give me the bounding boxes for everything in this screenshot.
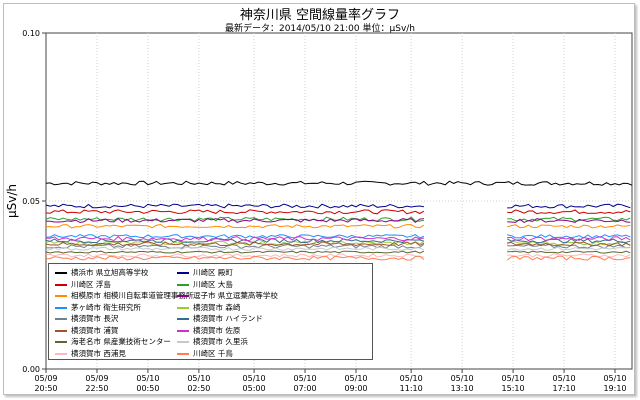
series-line-12: [45, 250, 425, 254]
legend-label: 横須賀市 浦賀: [71, 325, 119, 335]
series-line-9: [45, 238, 425, 244]
legend-swatch: [177, 272, 189, 274]
x-tick-label-date: 05/10: [243, 374, 266, 383]
legend-label: 川崎区 千鳥: [193, 348, 233, 358]
legend-swatch: [55, 283, 67, 286]
legend-label: 横須賀市 ハイランド: [193, 314, 263, 323]
x-tick-label-date: 05/09: [34, 374, 57, 383]
y-tick-label: 0.10: [22, 29, 40, 38]
chart-legend: 横浜市 県立旭高等学校 川崎区 殿町川崎区 浮島 川崎区 大島相模原市 相模川自転車…: [48, 263, 373, 360]
series-line-15: [45, 255, 425, 261]
x-tick-label-date: 05/10: [400, 374, 423, 383]
x-tick-label-time: 15:10: [502, 384, 525, 393]
series-line-1: [507, 203, 631, 209]
x-tick-label-date: 05/10: [603, 374, 626, 383]
series-line-13: [45, 246, 425, 251]
legend-label: 海老名市 県産業技術センター: [71, 337, 171, 346]
x-tick-label-date: 05/10: [187, 374, 210, 383]
legend-swatch: [177, 318, 189, 320]
legend-label: 横須賀市 森崎: [193, 302, 241, 312]
legend-label: 横須賀市 佐原: [193, 325, 241, 335]
series-line-10: [507, 241, 631, 247]
series-line-10: [45, 241, 425, 247]
x-tick-label-time: 07:00: [294, 384, 317, 393]
x-tick-label-time: 20:50: [34, 384, 57, 393]
legend-swatch: [55, 318, 67, 320]
legend-label: 川崎区 殿町: [193, 268, 233, 277]
series-line-5: [507, 218, 631, 223]
x-tick-label-time: 00:50: [136, 384, 159, 393]
legend-label: 逗子市 県立逗葉高等学校: [193, 291, 278, 300]
x-tick-label-date: 05/09: [85, 374, 108, 383]
legend-swatch: [55, 306, 67, 309]
x-tick-label-date: 05/10: [553, 374, 576, 383]
series-line-4: [45, 223, 425, 229]
y-axis-label: μSv/h: [5, 184, 19, 218]
x-tick-label-date: 05/10: [344, 374, 367, 383]
legend-label: 茅ヶ崎市 衛生研究所: [71, 302, 141, 312]
legend-swatch: [177, 352, 189, 355]
series-line-4: [507, 224, 631, 229]
series-line-15: [506, 255, 631, 261]
x-tick-label-time: 22:50: [85, 384, 108, 393]
series-line-8: [45, 243, 425, 249]
legend-label: 横須賀市 西浦見: [71, 348, 126, 358]
x-tick-label-date: 05/10: [294, 374, 317, 383]
series-line-12: [507, 250, 631, 254]
legend-swatch: [177, 295, 189, 297]
x-tick-label-date: 05/10: [136, 374, 159, 383]
x-tick-label-date: 05/10: [451, 374, 474, 383]
x-tick-label-date: 05/10: [502, 374, 525, 383]
legend-swatch: [177, 341, 189, 343]
series-line-5: [45, 217, 424, 224]
legend-swatch: [177, 329, 189, 332]
legend-swatch: [55, 341, 67, 343]
legend-swatch: [55, 272, 67, 274]
legend-label: 川崎区 大島: [193, 279, 233, 289]
x-tick-label-time: 02:50: [187, 384, 210, 393]
legend-swatch: [55, 329, 67, 332]
series-line-2: [45, 209, 425, 215]
legend-label: 横須賀市 久里浜: [193, 337, 248, 346]
legend-swatch: [55, 352, 67, 355]
series-line-13: [507, 246, 631, 251]
legend-swatch: [177, 306, 189, 309]
series-line-11: [45, 235, 425, 242]
x-tick-label-time: 17:10: [553, 384, 576, 393]
x-tick-label-time: 13:10: [451, 384, 474, 393]
x-tick-label-time: 05:00: [243, 384, 266, 393]
y-tick-label: 0.05: [22, 197, 40, 206]
chart-subtitle: 最新データ：2014/05/10 21:00 単位：μSv/h: [224, 24, 416, 34]
legend-label: 相模原市 相模川自転車道管理事務所: [71, 291, 194, 300]
x-tick-label-time: 11:10: [400, 384, 423, 393]
series-line-6: [507, 234, 631, 239]
legend-swatch: [177, 283, 189, 286]
legend-label: 川崎区 浮島: [71, 279, 111, 289]
x-tick-label-time: 09:00: [344, 384, 367, 393]
y-tick-label: 0.00: [22, 365, 40, 374]
legend-label: 横浜市 県立旭高等学校: [71, 268, 149, 277]
series-line-14: [46, 253, 424, 258]
legend-label: 横須賀市 長沢: [71, 314, 119, 323]
x-tick-label-time: 19:10: [603, 384, 626, 393]
chart-title: 神奈川県 空間線量率グラフ: [239, 8, 401, 23]
series-line-3: [45, 216, 425, 222]
series-line-11: [507, 236, 631, 242]
series-line-0: [45, 180, 633, 186]
legend-swatch: [55, 295, 67, 297]
series-line-2: [507, 209, 631, 215]
series-line-1: [45, 203, 424, 209]
